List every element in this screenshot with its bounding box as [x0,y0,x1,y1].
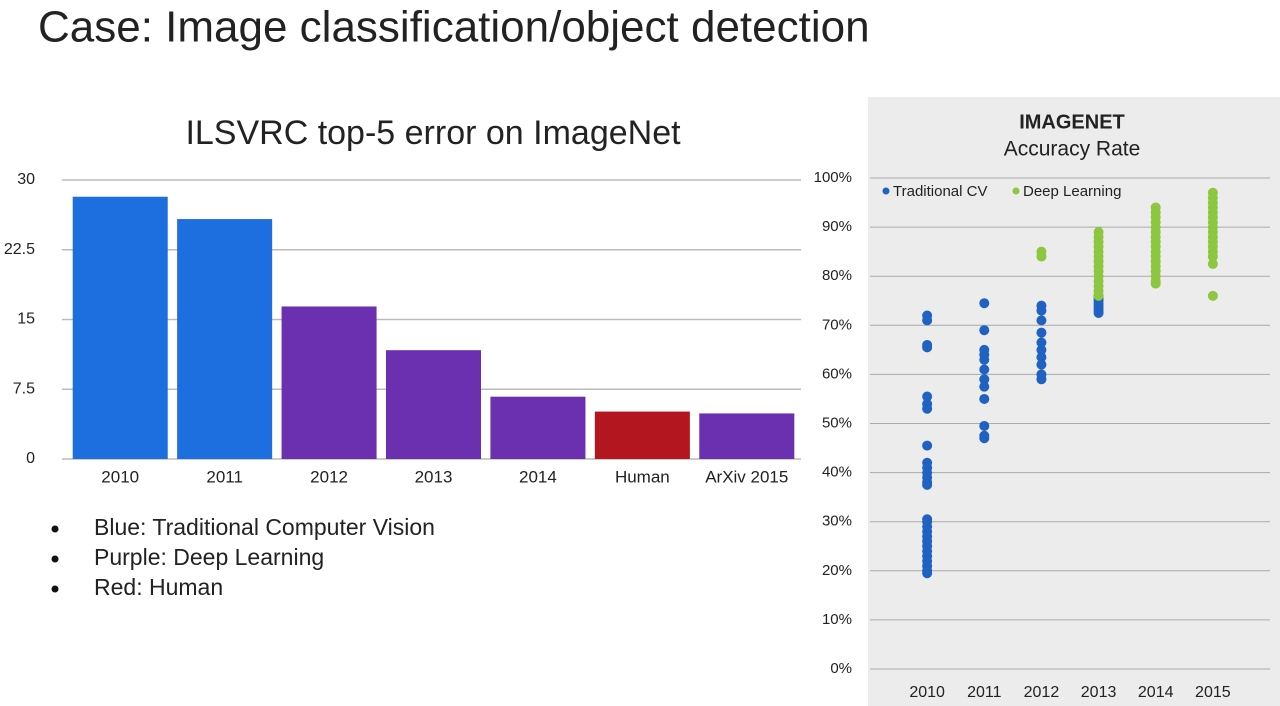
data-point [1036,327,1047,338]
bullet-text: Blue: Traditional Computer Vision [94,514,435,540]
data-point [1207,258,1218,269]
y-tick-label: 70% [822,316,852,333]
x-tick-label: 2012 [310,467,348,486]
bullet-dot [51,525,59,533]
data-point [922,342,933,353]
y-tick-label: 50% [822,414,852,431]
data-point [1036,374,1047,385]
data-point [1093,290,1104,301]
slide-title: Case: Image classification/object detect… [38,3,870,52]
data-point [1036,359,1047,370]
bar [385,350,482,459]
data-point [979,354,990,365]
data-point [979,364,990,375]
legend-label: Traditional CV [893,183,987,200]
chart-title: ILSVRC top-5 error on ImageNet [185,114,681,152]
bar [699,413,795,459]
data-point [922,568,933,579]
chart-subtitle: Accuracy Rate [1004,138,1141,161]
data-point [979,393,990,404]
bullet-dot [51,555,59,563]
bar [594,411,690,459]
x-tick-label: 2012 [1024,684,1060,701]
data-point [1036,305,1047,316]
y-tick-label: 80% [822,267,852,284]
legend-label: Deep Learning [1023,183,1121,200]
chart-title: IMAGENET [1019,111,1125,133]
x-tick-label: 2011 [206,467,243,486]
y-tick-label: 0% [830,660,852,677]
y-tick-label: 100% [814,169,852,186]
y-tick-label: 0 [26,450,35,467]
x-tick-label: 2014 [1138,684,1174,701]
y-tick-label: 22.5 [4,241,35,258]
data-point [922,479,933,490]
data-point [979,298,990,309]
data-point [1036,344,1047,355]
x-tick-label: 2013 [1081,684,1117,701]
y-tick-label: 30 [17,171,35,188]
y-tick-label: 90% [822,218,852,235]
bullet-dot [51,585,59,593]
data-point [922,440,933,451]
data-point [979,433,990,444]
y-tick-label: 7.5 [13,380,35,397]
data-point [1207,251,1218,262]
data-point [1036,251,1047,262]
data-point [1093,308,1104,319]
y-tick-label: 40% [822,464,852,481]
x-tick-label: Human [615,467,670,486]
data-point [922,391,933,402]
bullet-text: Red: Human [94,574,223,600]
y-tick-label: 20% [822,562,852,579]
y-tick-label: 30% [822,513,852,530]
y-tick-label: 60% [822,365,852,382]
x-tick-label: 2013 [415,467,453,486]
x-tick-label: 2011 [967,684,1002,701]
bullet-text: Purple: Deep Learning [94,544,324,570]
x-tick-label: 2010 [909,684,945,701]
x-tick-label: 2014 [519,467,557,486]
data-point [979,374,990,385]
data-point [979,381,990,392]
data-point [1036,352,1047,363]
bar [490,396,586,459]
x-tick-label: 2015 [1195,684,1231,701]
y-tick-label: 10% [822,611,852,628]
data-point [1036,315,1047,326]
data-point [1207,290,1218,301]
y-tick-label: 15 [17,311,35,328]
bar [177,219,273,459]
data-point [1036,337,1047,348]
bar [281,306,377,459]
x-tick-label: 2010 [101,467,139,486]
data-point [979,325,990,336]
bar [72,196,168,460]
data-point [979,420,990,431]
x-tick-label: ArXiv 2015 [705,467,788,486]
data-point [922,403,933,414]
data-point [922,315,933,326]
legend-marker [882,187,890,195]
legend-marker [1012,187,1020,195]
data-point [1150,278,1161,289]
